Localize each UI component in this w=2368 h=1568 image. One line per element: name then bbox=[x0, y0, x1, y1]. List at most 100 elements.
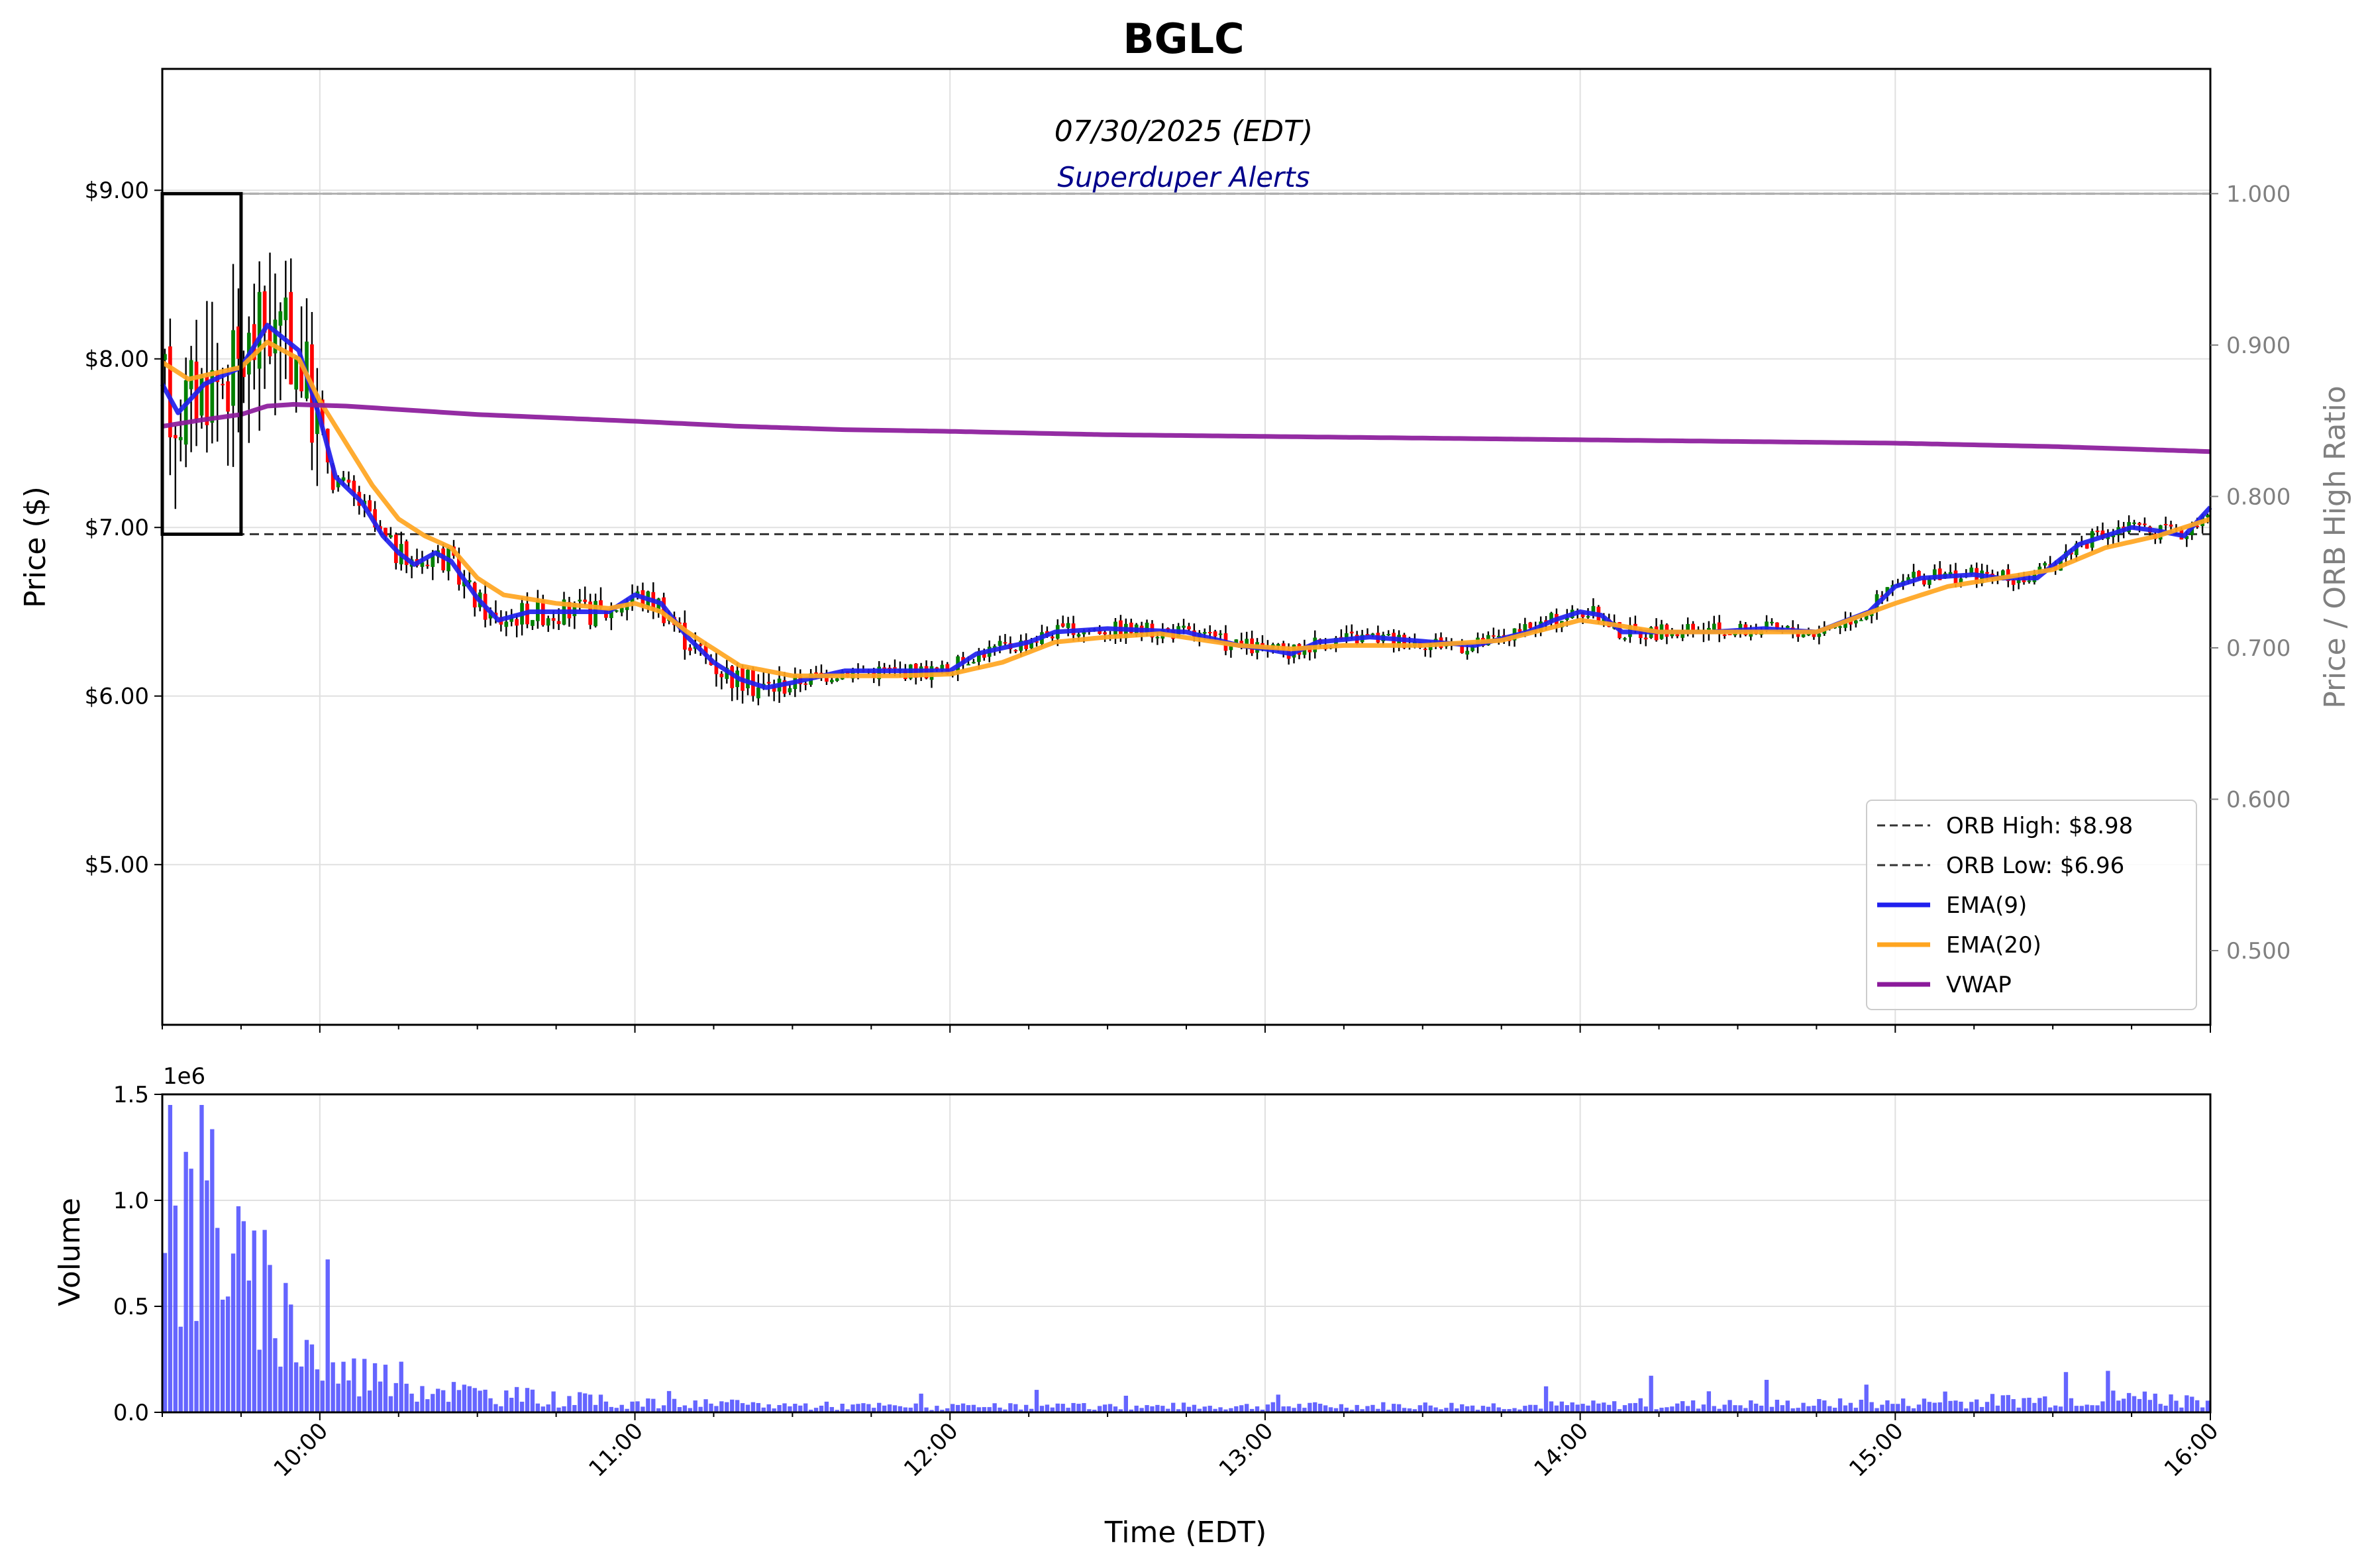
volume-bar bbox=[1533, 1404, 1538, 1412]
volume-bar bbox=[1045, 1404, 1050, 1412]
candle-body bbox=[1155, 637, 1160, 639]
volume-bar bbox=[898, 1406, 903, 1412]
candle-body bbox=[583, 600, 588, 602]
volume-bar bbox=[1654, 1409, 1659, 1412]
volume-bar bbox=[1313, 1402, 1317, 1412]
volume-bar bbox=[1323, 1405, 1328, 1412]
volume-bar bbox=[1349, 1410, 1354, 1412]
candle-body bbox=[1082, 631, 1086, 635]
candle-body bbox=[976, 651, 981, 662]
volume-bar bbox=[593, 1404, 598, 1412]
volume-bar bbox=[2011, 1399, 2016, 1412]
candle-body bbox=[1013, 650, 1018, 652]
volume-bar bbox=[1270, 1402, 1275, 1412]
volume-bar bbox=[945, 1408, 950, 1412]
candle-body bbox=[1917, 570, 1921, 578]
volume-bar bbox=[546, 1404, 550, 1412]
volume-bar bbox=[1975, 1399, 1979, 1412]
volume-bar bbox=[2122, 1398, 2126, 1412]
volume-bar bbox=[1118, 1409, 1123, 1412]
volume-bar bbox=[1234, 1406, 1239, 1412]
volume-bar bbox=[625, 1408, 629, 1412]
candle-body bbox=[1912, 572, 1916, 578]
volume-bar bbox=[1486, 1406, 1491, 1412]
volume-bar bbox=[693, 1400, 697, 1412]
candle-body bbox=[373, 509, 377, 528]
volume-bar bbox=[1785, 1400, 1790, 1412]
volume-bar bbox=[1727, 1400, 1732, 1412]
volume-bar bbox=[367, 1390, 372, 1412]
volume-bar bbox=[483, 1389, 488, 1412]
legend-label: ORB High: $8.98 bbox=[1946, 813, 2133, 839]
volume-bar bbox=[756, 1402, 761, 1412]
candle-body bbox=[1864, 615, 1869, 620]
volume-bar bbox=[436, 1388, 440, 1412]
candle-body bbox=[1796, 632, 1800, 637]
y-axis-ticks: $5.00 $6.00 $7.00 $8.00 $9.00 bbox=[85, 178, 162, 878]
volume-bar bbox=[1496, 1407, 1501, 1412]
volume-bar bbox=[1528, 1404, 1533, 1412]
volume-bar bbox=[2174, 1400, 2179, 1412]
volume-bar bbox=[1039, 1406, 1045, 1412]
volume-bar bbox=[1129, 1409, 1133, 1412]
volume-bar bbox=[1984, 1402, 1990, 1412]
candle-body bbox=[1817, 633, 1822, 637]
volume-bar bbox=[1239, 1405, 1244, 1412]
volume-bar bbox=[2116, 1400, 2121, 1412]
orb-lines bbox=[162, 192, 2210, 535]
volume-bar bbox=[1948, 1400, 1953, 1412]
volume-bar bbox=[1333, 1408, 1339, 1412]
candle-body bbox=[1969, 567, 1974, 575]
volume-bar bbox=[740, 1403, 745, 1412]
volume-bar bbox=[205, 1180, 209, 1412]
volume-bar bbox=[1034, 1390, 1039, 1412]
volume-bar bbox=[262, 1229, 267, 1412]
volume-bar bbox=[299, 1366, 304, 1412]
volume-bar bbox=[2132, 1396, 2137, 1412]
volume-bar bbox=[1554, 1405, 1559, 1412]
volume-bar bbox=[178, 1326, 183, 1412]
volume-bar bbox=[451, 1382, 456, 1412]
volume-bar bbox=[845, 1409, 850, 1412]
candle-body bbox=[2132, 522, 2136, 524]
volume-bar bbox=[1145, 1405, 1149, 1412]
volume-bar bbox=[1181, 1402, 1186, 1412]
candle-body bbox=[972, 662, 976, 664]
candle-body bbox=[1208, 632, 1212, 634]
candle-body bbox=[509, 616, 514, 622]
y2-tick-label: 0.900 bbox=[2226, 333, 2291, 359]
volume-bar bbox=[504, 1390, 509, 1412]
volume-bar bbox=[1029, 1408, 1034, 1412]
volume-y-ticks: 0.0 0.5 1.0 1.5 bbox=[113, 1082, 162, 1426]
volume-bar bbox=[651, 1398, 656, 1412]
volume-bar bbox=[583, 1393, 588, 1412]
candle-body bbox=[384, 527, 387, 537]
volume-bar bbox=[562, 1406, 566, 1412]
volume-bar bbox=[1176, 1409, 1181, 1412]
volume-bar bbox=[499, 1406, 503, 1412]
volume-bar bbox=[2006, 1394, 2010, 1412]
candle-body bbox=[1765, 621, 1769, 630]
volume-bar bbox=[1449, 1402, 1454, 1412]
volume-bar bbox=[1596, 1403, 1601, 1412]
candle-body bbox=[1985, 572, 1989, 574]
candle-body bbox=[467, 580, 472, 582]
volume-bar bbox=[882, 1405, 887, 1412]
candle-body bbox=[1098, 630, 1102, 634]
volume-bar bbox=[346, 1380, 351, 1412]
volume-bar bbox=[1722, 1404, 1727, 1412]
candle-body bbox=[289, 291, 293, 385]
volume-bar bbox=[1160, 1406, 1165, 1412]
volume-bar bbox=[1024, 1404, 1029, 1412]
volume-bar bbox=[1423, 1402, 1427, 1412]
line-ema9 bbox=[160, 323, 2212, 690]
volume-bar bbox=[1013, 1404, 1018, 1412]
main-x-ticks bbox=[162, 1025, 2211, 1033]
volume-bar bbox=[341, 1361, 346, 1412]
volume-bar bbox=[2153, 1393, 2157, 1412]
volume-bar bbox=[1186, 1406, 1192, 1412]
volume-bar bbox=[913, 1403, 918, 1412]
x-tick-label: 13:00 bbox=[1214, 1418, 1279, 1483]
candle-body bbox=[1948, 572, 1953, 575]
volume-bar bbox=[236, 1206, 241, 1412]
